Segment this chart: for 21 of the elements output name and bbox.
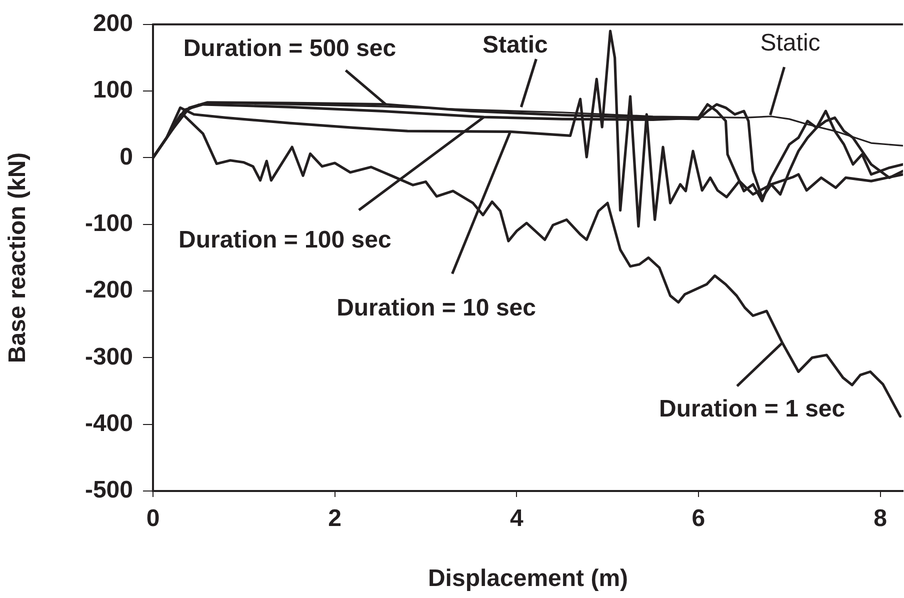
y-tick-label: 200: [92, 10, 133, 38]
y-tick-label: 0: [120, 143, 133, 170]
annotation: Duration = 100 sec: [178, 226, 392, 254]
y-tick-label: -100: [84, 210, 133, 237]
annotation: Duration = 1 sec: [659, 396, 846, 423]
x-tick-label: 6: [692, 505, 706, 532]
y-tick-label: -300: [84, 343, 133, 370]
annotation: Duration = 10 sec: [336, 294, 536, 322]
y-tick-label: -200: [84, 276, 133, 304]
x-tick-label: 4: [510, 505, 524, 532]
y-tick-label: 100: [92, 76, 133, 104]
y-tick-label: -500: [84, 476, 133, 504]
x-tick-label: 2: [328, 505, 342, 532]
y-axis-title: Base reaction (kN): [4, 152, 32, 364]
annotation: Duration = 500 sec: [183, 35, 396, 62]
annotation: Static: [482, 32, 548, 59]
x-tick-label: 8: [874, 505, 887, 532]
annotation: Static: [760, 30, 820, 57]
x-tick-label: 0: [146, 505, 160, 532]
x-axis-title: Displacement (m): [428, 565, 628, 592]
y-tick-label: -400: [84, 410, 133, 437]
